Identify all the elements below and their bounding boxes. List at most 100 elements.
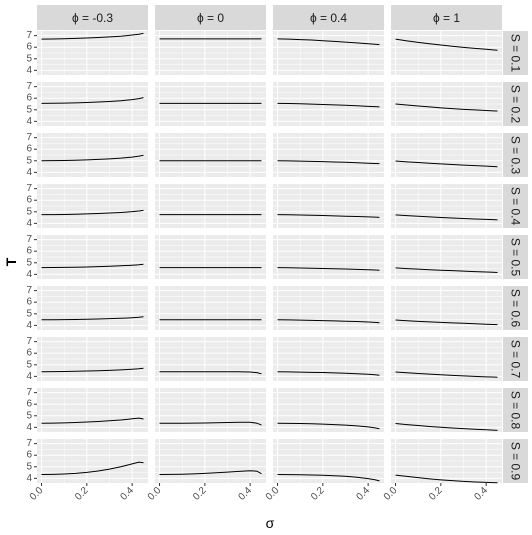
column-strip bbox=[155, 5, 266, 30]
x-tick-label: 0.2 bbox=[73, 485, 91, 503]
row-strip bbox=[503, 133, 528, 177]
x-tick-label: 0.0 bbox=[382, 485, 400, 503]
series-line bbox=[395, 160, 498, 168]
series-line bbox=[395, 267, 498, 274]
x-tick-label: 0.4 bbox=[354, 485, 372, 503]
y-tick-label: 5 bbox=[26, 155, 32, 166]
series-line bbox=[277, 38, 380, 46]
y-tick-label: 4 bbox=[26, 422, 32, 433]
y-tick-label: 6 bbox=[26, 399, 32, 410]
series-line bbox=[41, 263, 144, 269]
series-line bbox=[159, 470, 262, 476]
y-tick-label: 4 bbox=[26, 473, 32, 484]
y-tick-label: 6 bbox=[26, 246, 32, 257]
series-line bbox=[41, 316, 144, 321]
y-axis-title: T bbox=[3, 257, 19, 266]
y-tick-label: 6 bbox=[26, 93, 32, 104]
row-strip bbox=[503, 337, 528, 381]
row-strip bbox=[503, 235, 528, 279]
series-line bbox=[395, 474, 498, 484]
y-tick-label: 5 bbox=[26, 257, 32, 268]
y-tick-label: 4 bbox=[26, 167, 32, 178]
y-tick-label: 7 bbox=[26, 183, 32, 194]
row-strip-label: S = 0.2 bbox=[509, 85, 523, 124]
y-tick-label: 4 bbox=[26, 218, 32, 229]
y-tick-label: 6 bbox=[26, 297, 32, 308]
x-axis-title: σ bbox=[266, 515, 275, 531]
y-tick-label: 5 bbox=[26, 104, 32, 115]
series-line bbox=[159, 421, 262, 426]
series-line bbox=[395, 103, 498, 112]
row-strip-label: S = 0.6 bbox=[509, 289, 523, 328]
series-line bbox=[277, 371, 380, 376]
y-tick-label: 5 bbox=[26, 206, 32, 217]
column-strip-label: ϕ = -0.3 bbox=[72, 11, 113, 25]
y-tick-label: 7 bbox=[26, 234, 32, 245]
x-tick-label: 0.0 bbox=[146, 485, 164, 503]
y-tick-label: 5 bbox=[26, 308, 32, 319]
row-strip-label: S = 0.8 bbox=[509, 391, 523, 430]
row-strip bbox=[503, 388, 528, 432]
y-tick-label: 7 bbox=[26, 438, 32, 449]
series-line bbox=[395, 319, 498, 326]
y-tick-label: 4 bbox=[26, 116, 32, 127]
y-tick-label: 7 bbox=[26, 336, 32, 347]
y-tick-label: 7 bbox=[26, 285, 32, 296]
series-line bbox=[41, 367, 144, 373]
y-tick-label: 7 bbox=[26, 81, 32, 92]
series-line bbox=[277, 160, 380, 165]
row-strip bbox=[503, 184, 528, 228]
row-strip-label: S = 0.7 bbox=[509, 340, 523, 379]
x-tick-label: 0.0 bbox=[28, 485, 46, 503]
x-tick-label: 0.2 bbox=[309, 485, 327, 503]
column-strip bbox=[273, 5, 384, 30]
series-line bbox=[277, 267, 380, 271]
column-strip bbox=[37, 5, 148, 30]
x-tick-label: 0.2 bbox=[427, 485, 445, 503]
x-tick-label: 0.4 bbox=[236, 485, 254, 503]
column-strip-label: ϕ = 0.4 bbox=[310, 11, 347, 25]
y-tick-label: 6 bbox=[26, 450, 32, 461]
y-tick-label: 5 bbox=[26, 359, 32, 370]
series-line bbox=[277, 214, 380, 218]
row-strip bbox=[503, 82, 528, 126]
y-tick-label: 7 bbox=[26, 387, 32, 398]
y-tick-label: 4 bbox=[26, 371, 32, 382]
series-line bbox=[395, 371, 498, 378]
y-tick-label: 6 bbox=[26, 348, 32, 359]
y-tick-label: 4 bbox=[26, 320, 32, 331]
row-strip-label: S = 0.9 bbox=[509, 442, 523, 481]
row-strip bbox=[503, 286, 528, 330]
x-tick-label: 0.4 bbox=[118, 485, 136, 503]
series-line bbox=[159, 371, 262, 375]
series-line bbox=[277, 102, 380, 108]
x-tick-label: 0.2 bbox=[191, 485, 209, 503]
column-strip-label: ϕ = 0 bbox=[197, 11, 224, 25]
series-line bbox=[41, 32, 144, 40]
x-tick-label: 0.0 bbox=[264, 485, 282, 503]
y-tick-label: 5 bbox=[26, 461, 32, 472]
row-strip-label: S = 0.5 bbox=[509, 238, 523, 277]
column-strip-label: ϕ = 1 bbox=[433, 11, 460, 25]
y-tick-label: 6 bbox=[26, 195, 32, 206]
x-tick-label: 0.4 bbox=[472, 485, 490, 503]
row-strip bbox=[503, 439, 528, 483]
series-line bbox=[395, 214, 498, 221]
series-line bbox=[277, 474, 380, 482]
y-tick-label: 4 bbox=[26, 65, 32, 76]
column-strip bbox=[391, 5, 502, 30]
series-line bbox=[395, 423, 498, 431]
series-line bbox=[395, 38, 498, 51]
y-tick-label: 6 bbox=[26, 144, 32, 155]
y-tick-label: 4 bbox=[26, 269, 32, 280]
y-tick-label: 7 bbox=[26, 132, 32, 143]
row-strip bbox=[503, 31, 528, 75]
series-line bbox=[41, 417, 144, 424]
series-line bbox=[277, 422, 380, 430]
series-line bbox=[41, 154, 144, 162]
y-tick-label: 6 bbox=[26, 42, 32, 53]
y-tick-label: 5 bbox=[26, 53, 32, 64]
row-strip-label: S = 0.3 bbox=[509, 136, 523, 175]
